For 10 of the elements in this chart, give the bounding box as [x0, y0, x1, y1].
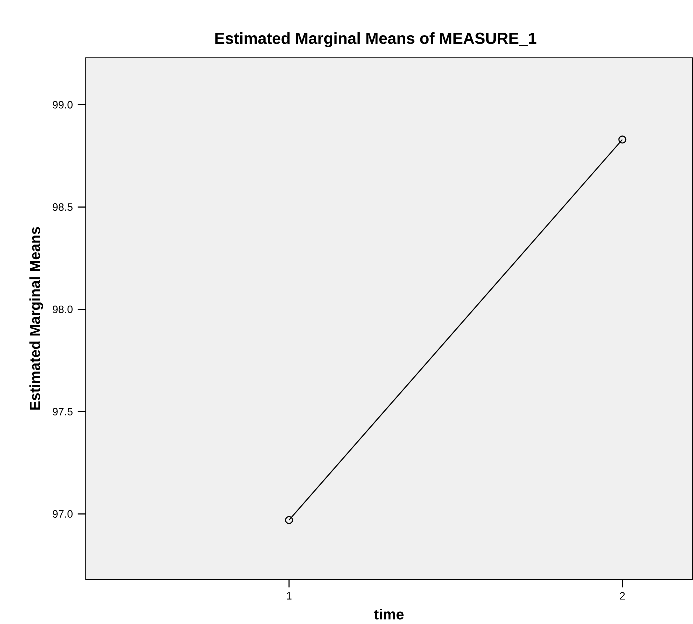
chart-title: Estimated Marginal Means of MEASURE_1 — [216, 32, 537, 48]
y-axis-title: Estimated Marginal Means — [30, 227, 44, 410]
y-tick-label: 98.5 — [53, 203, 73, 212]
x-axis-title: time — [374, 608, 404, 620]
y-tick-label: 97.0 — [53, 510, 73, 518]
x-tick-label: 2 — [620, 592, 626, 600]
y-tick-label: 97.5 — [53, 408, 73, 416]
y-tick-label: 99.0 — [53, 101, 73, 109]
y-tick-label: 98.0 — [53, 306, 73, 314]
x-tick-label: 1 — [287, 592, 292, 600]
